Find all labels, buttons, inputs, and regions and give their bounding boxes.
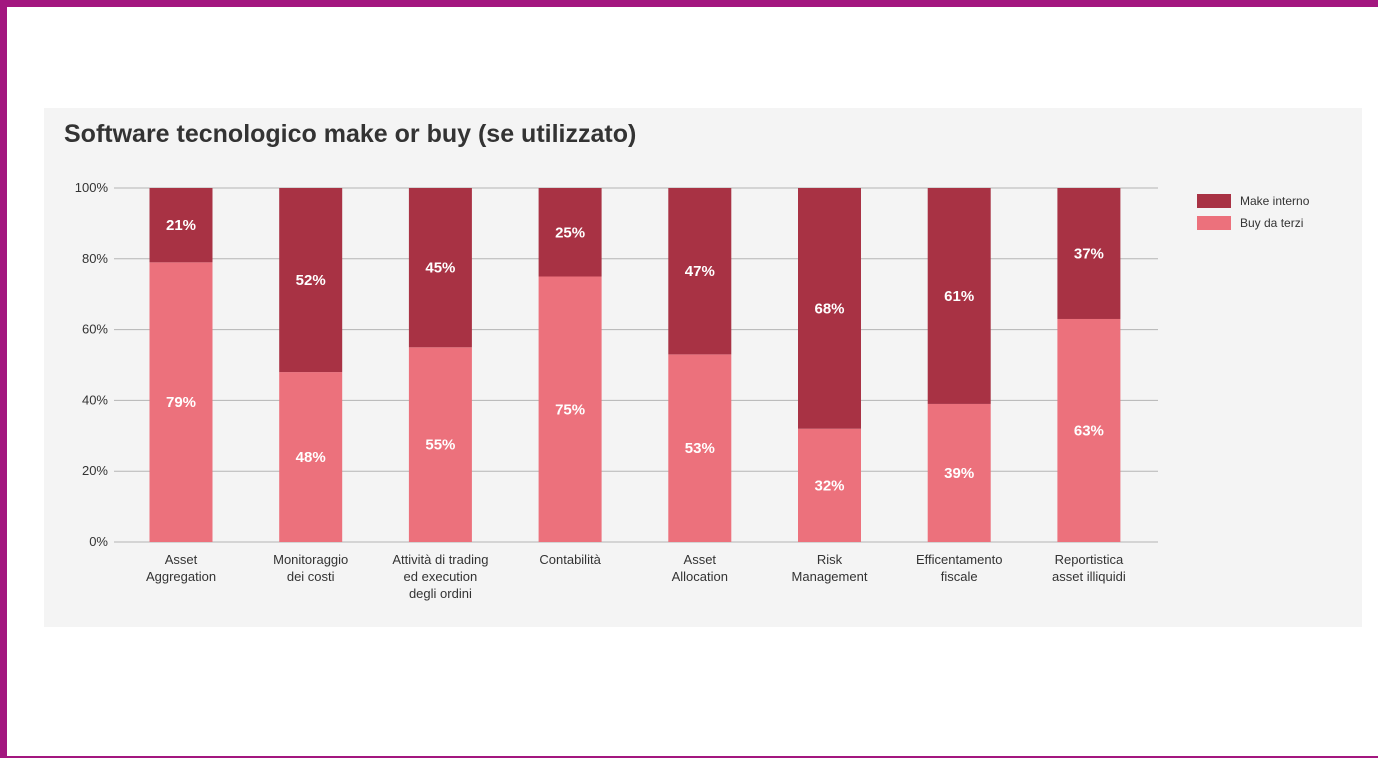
bar-segment: [927, 188, 991, 404]
data-label: 53%: [685, 440, 715, 457]
bar-segment: [798, 428, 861, 542]
stacked-bar-chart: 0% 20% 40% 60% 80% 100% 79% 21% Asset Aggregation…: [75, 180, 1310, 601]
data-label: 32%: [814, 477, 844, 494]
x-category-label: Reportistica asset illiquidi: [1052, 552, 1126, 584]
chart-title: Software tecnologico make or buy (se uti…: [64, 120, 637, 148]
data-label: 52%: [296, 272, 326, 289]
data-label: 47%: [685, 263, 715, 280]
x-category-label: Risk Management: [792, 552, 868, 584]
bar-segment: [408, 347, 472, 542]
x-category-label: Monitoraggio dei costi: [273, 552, 348, 584]
x-category-label: Efficentamento fiscale: [916, 552, 1002, 584]
x-category-label: Contabilità: [539, 552, 601, 567]
y-tick-label: 80%: [82, 251, 108, 266]
data-label: 68%: [814, 300, 844, 317]
bar-segment: [798, 188, 861, 429]
x-category-label: Asset Allocation: [672, 552, 728, 584]
y-tick-label: 100%: [75, 180, 109, 195]
y-tick-label: 60%: [82, 322, 108, 337]
bar-segment: [538, 276, 602, 542]
bar-segment: [408, 188, 472, 348]
y-tick-label: 40%: [82, 392, 108, 407]
bar-segment: [149, 188, 213, 263]
data-label: 75%: [555, 401, 585, 418]
x-category-label: Attività di trading ed execution degli ord…: [392, 552, 488, 601]
data-label: 48%: [296, 449, 326, 466]
data-label: 61%: [944, 288, 974, 305]
data-label: 63%: [1074, 422, 1104, 439]
bar-segment: [279, 372, 343, 542]
bar-segment: [927, 403, 991, 542]
data-label: 37%: [1074, 245, 1104, 262]
legend-swatch: [1197, 216, 1231, 230]
x-category-label: Asset Aggregation: [146, 552, 216, 584]
legend-label: Buy da terzi: [1240, 216, 1303, 230]
data-label: 79%: [166, 394, 196, 411]
bar-segment: [149, 262, 213, 542]
data-label: 55%: [425, 437, 455, 454]
legend-label: Make interno: [1240, 194, 1310, 208]
data-label: 25%: [555, 224, 585, 241]
data-label: 21%: [166, 217, 196, 234]
bar-segment: [279, 188, 343, 373]
data-label: 39%: [944, 465, 974, 482]
y-tick-label: 20%: [82, 463, 108, 478]
legend-swatch: [1197, 194, 1231, 208]
bar-segment: [1057, 188, 1121, 319]
bar-segment: [668, 188, 732, 355]
chart-panel: 0% 20% 40% 60% 80% 100% 79% 21% Asset Aggregation…: [44, 108, 1362, 627]
bar-segment: [538, 188, 602, 277]
bar-segment: [1057, 318, 1121, 542]
y-tick-label: 0%: [89, 534, 108, 549]
bar-segment: [668, 354, 732, 542]
data-label: 45%: [425, 260, 455, 277]
